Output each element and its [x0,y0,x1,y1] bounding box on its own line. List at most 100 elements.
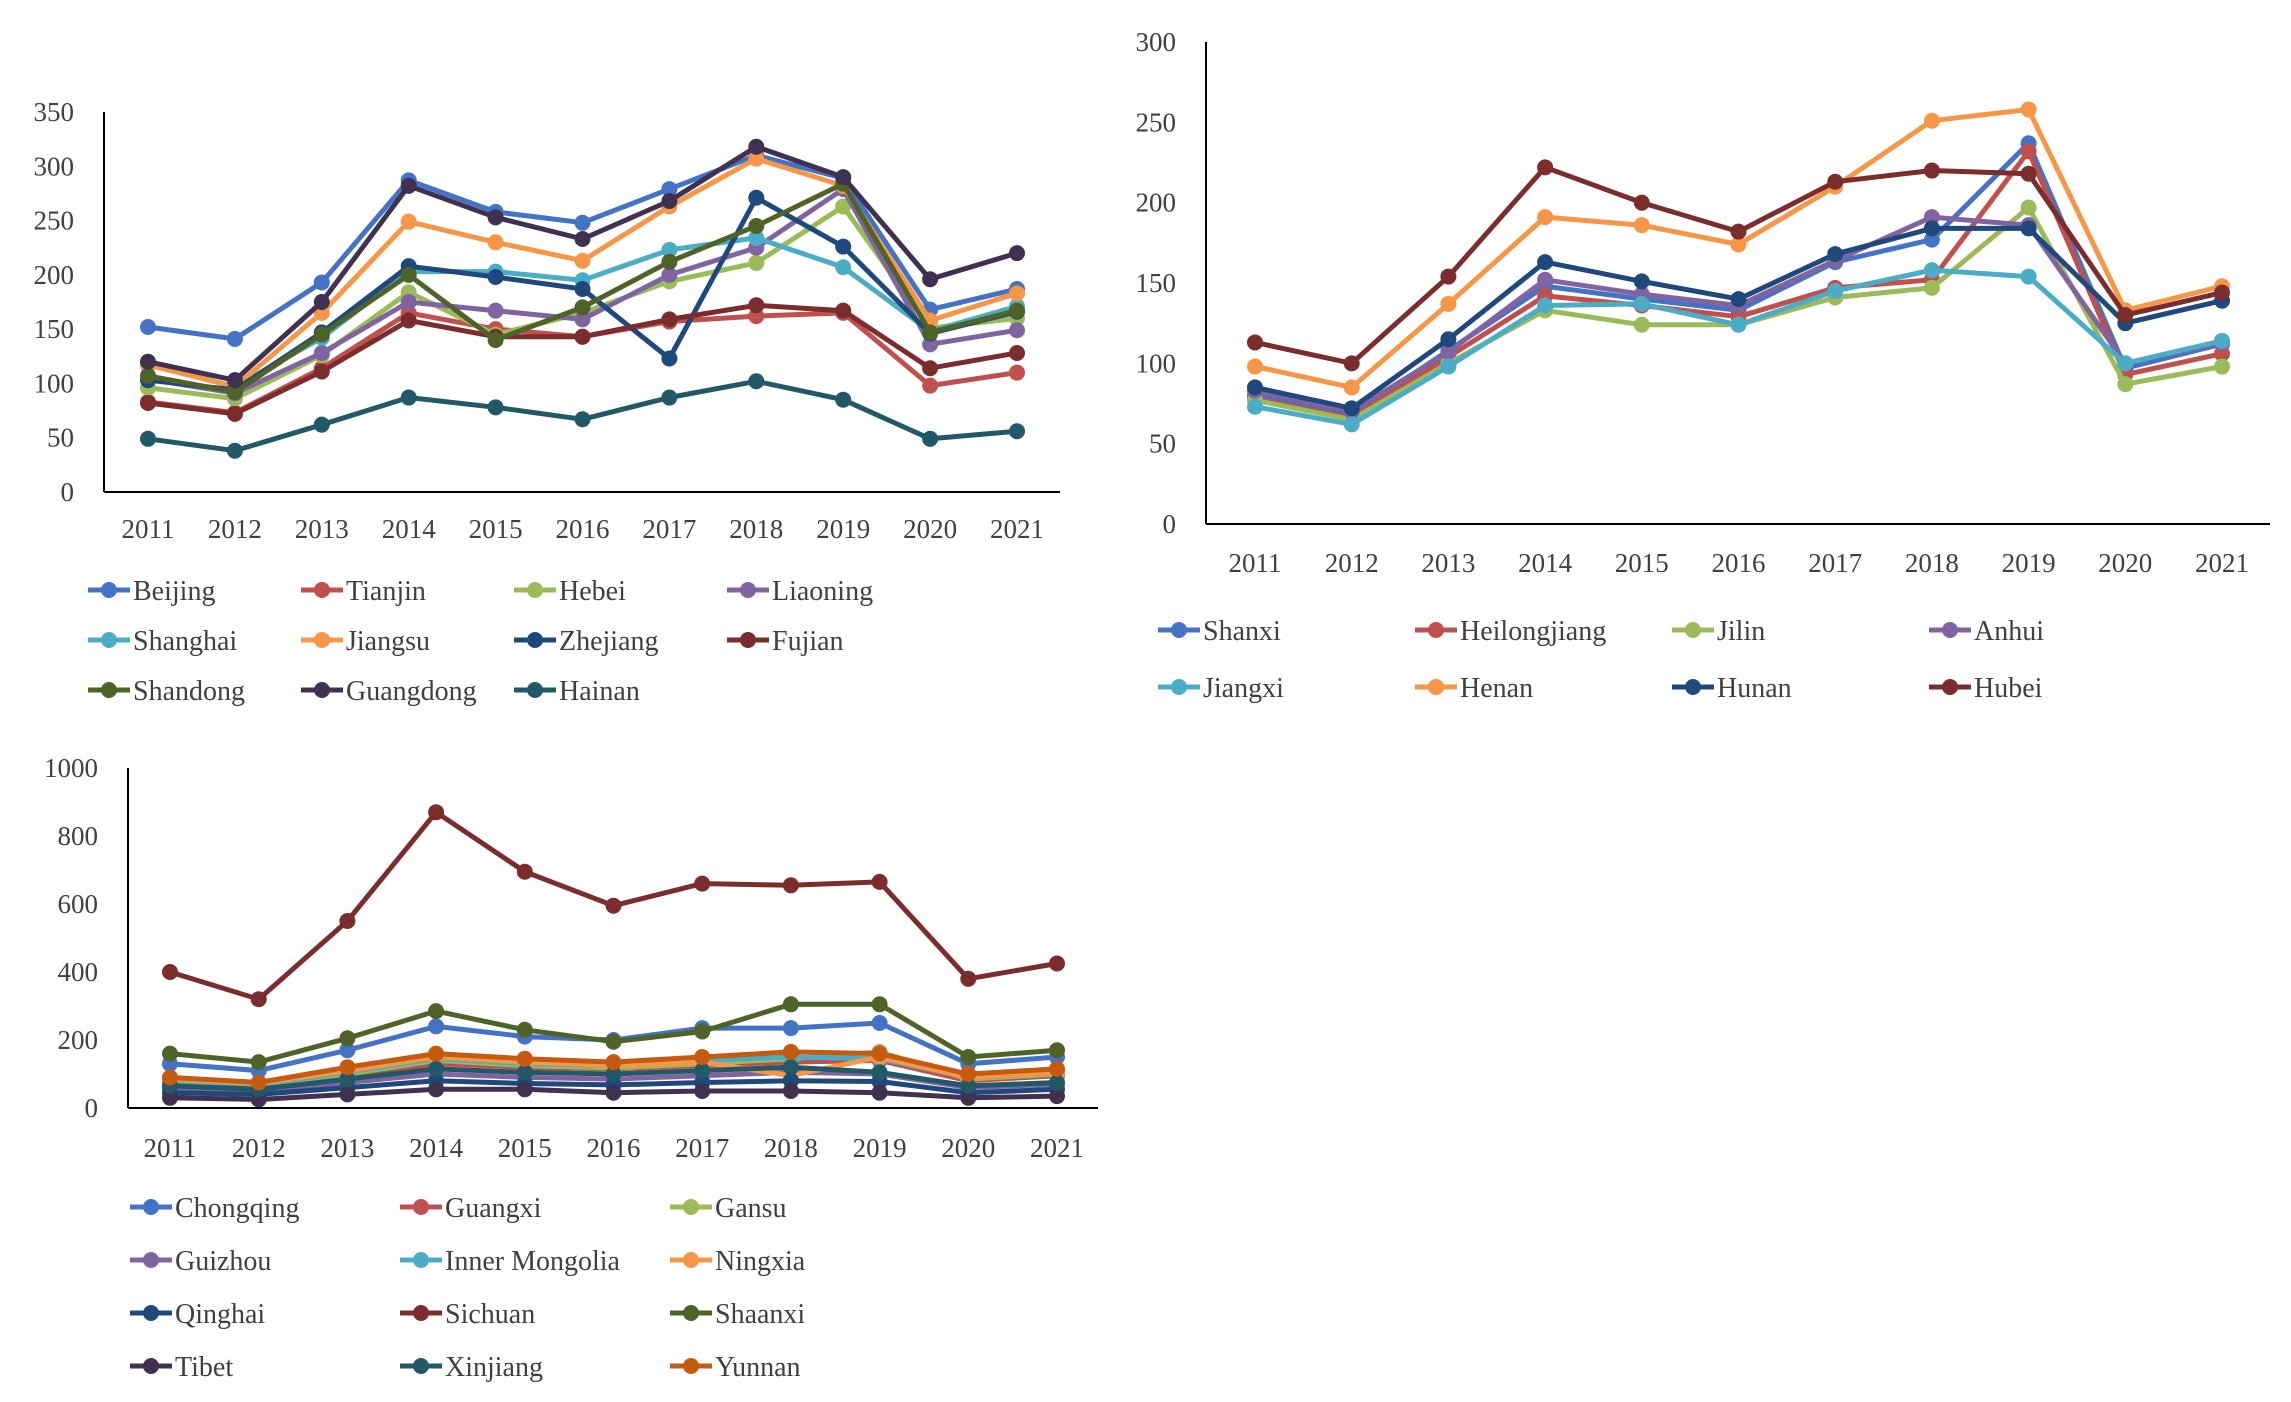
data-point [1049,1042,1065,1059]
data-point [2214,332,2230,349]
data-point [1440,331,1457,348]
data-point [2020,101,2037,118]
legend-item: Yunnan [670,1352,801,1383]
data-point [1827,283,1844,300]
legend-swatch-marker [683,1199,699,1215]
data-point [574,311,591,328]
data-point [748,189,765,206]
data-point [140,430,156,447]
data-point [835,391,852,408]
data-point [400,213,417,230]
x-tick-label: 2018 [729,514,783,544]
legend-item: Jiangxi [1158,673,1284,704]
legend-item: Jiangsu [301,626,430,657]
x-tick-label: 2018 [1905,548,1959,578]
data-point [661,181,678,198]
legend-label: Jilin [1717,616,1765,647]
y-tick-label: 300 [1136,27,1177,57]
data-point [574,214,591,231]
data-point [661,193,678,210]
data-point [313,294,330,310]
data-point [1009,423,1025,440]
data-point [400,266,417,283]
legend-item: Shaanxi [670,1299,805,1330]
data-point [1923,162,1940,179]
data-point [782,1083,799,1099]
legend-item: Fujian [727,626,844,657]
legend-swatch-marker [101,582,117,598]
data-point [871,1015,888,1031]
data-point [162,1045,178,1062]
legend: Beijing Tianjin Hebei Liaoning Shanghai Jiang… [88,576,873,707]
y-tick-label: 200 [58,1025,99,1055]
data-point [574,252,591,269]
data-point [605,1054,622,1071]
legend-swatch-marker [413,1305,429,1321]
data-point [487,302,504,319]
series-hubei [1247,159,2230,372]
x-tick-label: 2017 [675,1133,729,1163]
legend-item: Qinghai [130,1299,265,1330]
legend-swatch-marker [527,632,543,648]
data-point [574,299,591,316]
data-point [1633,273,1650,290]
data-point [1923,112,1940,129]
series-line [1254,148,2223,421]
y-tick-label: 1000 [44,753,98,783]
legend-label: Hebei [559,576,626,607]
data-point [782,996,799,1013]
x-tick-label: 2020 [903,514,957,544]
legend-swatch-marker [1428,679,1444,695]
x-tick-label: 2019 [2002,548,2056,578]
data-point [162,964,178,980]
legend-item: Liaoning [727,576,873,607]
data-point [1730,236,1747,253]
data-point [313,345,330,362]
data-point [339,1059,356,1076]
data-point [782,1059,799,1076]
legend-item: Henan [1415,673,1533,704]
data-point [661,389,678,406]
data-point [1440,295,1457,312]
legend-item: Hubei [1929,673,2043,704]
x-tick-label: 2020 [941,1133,995,1163]
data-point [162,1069,178,1086]
legend-item: Shandong [88,676,245,707]
data-point [2214,358,2230,375]
data-point [1009,285,1025,302]
data-point [1537,271,1554,288]
legend-label: Tibet [175,1352,233,1383]
legend-item: Chongqing [130,1193,299,1224]
data-point [1343,416,1360,433]
data-point [871,873,888,890]
x-tick-label: 2016 [1712,548,1766,578]
data-point [140,318,156,335]
legend-item: Guizhou [130,1246,271,1277]
x-tick-label: 2017 [642,514,696,544]
y-tick-label: 100 [1136,348,1177,378]
data-point [2020,220,2037,237]
series-shandong [140,175,1025,401]
data-point [339,913,356,929]
data-point [1440,268,1457,285]
data-point [313,416,330,433]
data-point [1633,295,1650,312]
y-tick-label: 0 [1163,509,1177,539]
legend-label: Shanxi [1203,616,1281,647]
data-point [574,411,591,428]
data-point [574,231,591,248]
legend-label: Qinghai [175,1299,265,1330]
data-point [226,384,243,401]
data-point [605,1033,622,1050]
legend-item: Sichuan [400,1299,535,1330]
data-point [140,394,156,411]
data-point [250,1074,267,1091]
data-point [2214,345,2230,362]
x-tick-label: 2016 [556,514,610,544]
legend-label: Beijing [133,576,215,607]
data-point [313,363,330,380]
data-point [226,405,243,422]
x-tick-label: 2014 [409,1133,464,1163]
data-point [1049,955,1065,972]
data-point [1009,302,1025,319]
